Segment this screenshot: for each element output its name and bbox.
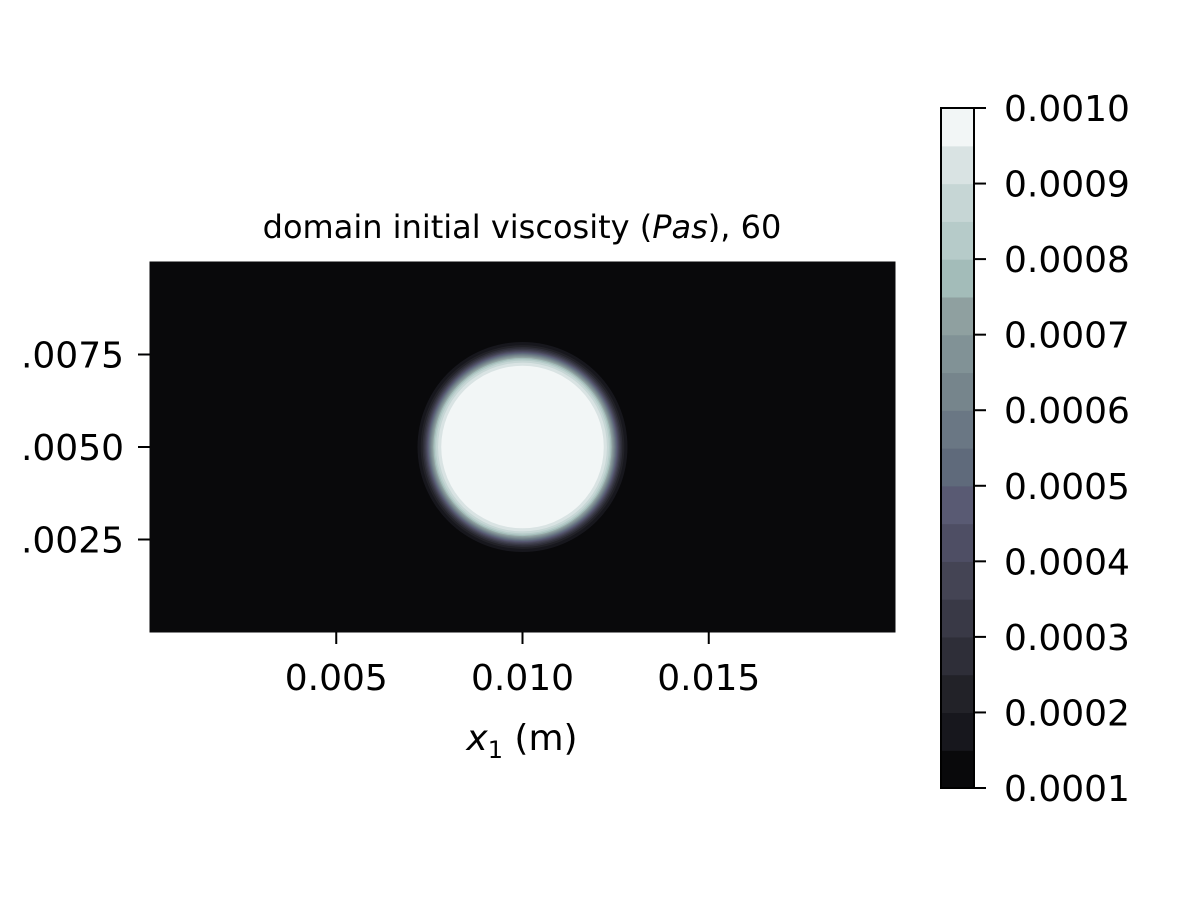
colorbar-band [941, 561, 974, 600]
colorbar-tick-label: 0.0009 [1004, 165, 1130, 206]
x-tick-label: 0.010 [471, 658, 574, 699]
colorbar-band [941, 372, 974, 411]
colorbar-band [941, 108, 974, 147]
colorbar-tick-label: 0.0006 [1004, 391, 1130, 432]
y-tick-label: .0025 [21, 521, 124, 562]
colorbar-band [941, 448, 974, 487]
colorbar-band [941, 750, 974, 789]
colorbar-band [941, 145, 974, 185]
colorbar-tick-label: 0.0005 [1004, 467, 1130, 508]
colorbar-tick-label: 0.0007 [1004, 316, 1130, 357]
plot-area: 0.005 0.010 0.015 .0025 .0050 .0075 [21, 261, 896, 699]
x-axis-label: x1 (m) [465, 718, 577, 764]
colorbar-tick-label: 0.0004 [1004, 542, 1130, 583]
colorbar-tick-label: 0.0003 [1004, 618, 1130, 659]
colorbar-band [941, 523, 974, 562]
y-tick-label: .0075 [21, 336, 124, 377]
colorbar-band [941, 296, 974, 336]
heatmap-contour-level [441, 365, 604, 529]
colorbar-band [941, 674, 974, 714]
colorbar-frame [940, 107, 975, 789]
colorbar-band [941, 259, 974, 298]
colorbar-band [941, 485, 974, 525]
chart-title: domain initial viscosity (Pas), 60 [263, 208, 782, 246]
colorbar: 0.0001 0.0002 0.0003 0.0004 0.0005 0.0006 0.00… [940, 89, 1130, 810]
colorbar-band [941, 636, 974, 676]
colorbar-band [941, 334, 974, 374]
colorbar-band [941, 221, 974, 260]
colorbar-band [941, 599, 974, 638]
colorbar-band [941, 183, 974, 222]
y-tick-label: .0050 [21, 428, 124, 469]
colorbar-tick-label: 0.0001 [1004, 769, 1130, 810]
colorbar-tick-label: 0.0010 [1004, 89, 1130, 130]
x-tick-label: 0.005 [285, 658, 388, 699]
x-tick-label: 0.015 [657, 658, 760, 699]
colorbar-tick-label: 0.0002 [1004, 693, 1130, 734]
colorbar-band [941, 410, 974, 449]
colorbar-band [941, 712, 974, 751]
colorbar-tick-label: 0.0008 [1004, 240, 1130, 281]
